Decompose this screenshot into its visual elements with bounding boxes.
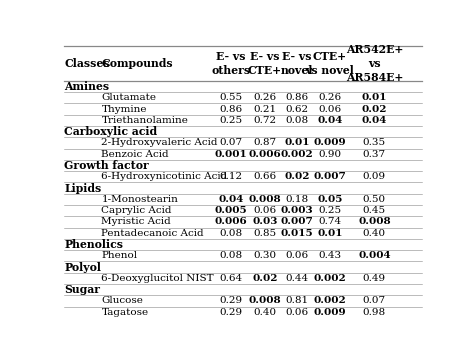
Text: 0.26: 0.26 — [254, 93, 276, 102]
Text: 0.06: 0.06 — [319, 105, 342, 113]
Text: 0.86: 0.86 — [285, 93, 309, 102]
Text: 0.29: 0.29 — [219, 308, 243, 317]
Text: 0.001: 0.001 — [215, 150, 247, 159]
Text: Compounds: Compounds — [101, 58, 173, 69]
Text: Classes: Classes — [64, 58, 109, 69]
Text: E- vs
CTE+: E- vs CTE+ — [248, 51, 282, 76]
Text: Carboxylic acid: Carboxylic acid — [64, 126, 157, 137]
Text: 0.06: 0.06 — [285, 308, 309, 317]
Text: 6-Hydroxynicotinic Acid: 6-Hydroxynicotinic Acid — [101, 172, 228, 181]
Text: 0.06: 0.06 — [254, 206, 276, 215]
Text: 0.86: 0.86 — [219, 105, 243, 113]
Text: Benzoic Acid: Benzoic Acid — [101, 150, 169, 159]
Text: 0.50: 0.50 — [363, 195, 386, 204]
Text: 0.30: 0.30 — [254, 251, 276, 260]
Text: 0.49: 0.49 — [363, 274, 386, 283]
Text: Pentadecanoic Acid: Pentadecanoic Acid — [101, 229, 204, 238]
Text: Myristic Acid: Myristic Acid — [101, 217, 171, 227]
Text: Glucose: Glucose — [101, 296, 143, 305]
Text: Thymine: Thymine — [101, 105, 147, 113]
Text: 0.12: 0.12 — [219, 172, 243, 181]
Text: 0.44: 0.44 — [285, 274, 309, 283]
Text: 0.07: 0.07 — [363, 296, 386, 305]
Text: Polyol: Polyol — [64, 262, 101, 273]
Text: 0.03: 0.03 — [252, 217, 278, 227]
Text: 0.26: 0.26 — [319, 93, 342, 102]
Text: Glutamate: Glutamate — [101, 93, 156, 102]
Text: 0.64: 0.64 — [219, 274, 243, 283]
Text: 0.006: 0.006 — [248, 150, 282, 159]
Text: 0.98: 0.98 — [363, 308, 386, 317]
Text: 0.07: 0.07 — [219, 139, 243, 147]
Text: 0.008: 0.008 — [358, 217, 391, 227]
Text: 0.04: 0.04 — [219, 195, 244, 204]
Text: Sugar: Sugar — [64, 284, 100, 295]
Text: E- vs
others: E- vs others — [211, 51, 251, 76]
Text: 0.55: 0.55 — [219, 93, 243, 102]
Text: 0.09: 0.09 — [363, 172, 386, 181]
Text: 0.18: 0.18 — [285, 195, 309, 204]
Text: 0.08: 0.08 — [219, 229, 243, 238]
Text: Amines: Amines — [64, 81, 109, 92]
Text: 0.008: 0.008 — [249, 195, 281, 204]
Text: 1-Monostearin: 1-Monostearin — [101, 195, 178, 204]
Text: 0.015: 0.015 — [281, 229, 313, 238]
Text: 0.002: 0.002 — [281, 150, 313, 159]
Text: 0.004: 0.004 — [358, 251, 391, 260]
Text: 0.06: 0.06 — [285, 251, 309, 260]
Text: 0.90: 0.90 — [319, 150, 342, 159]
Text: Phenolics: Phenolics — [64, 239, 123, 250]
Text: 0.01: 0.01 — [362, 93, 387, 102]
Text: 2-Hydroxyvaleric Acid: 2-Hydroxyvaleric Acid — [101, 139, 218, 147]
Text: 0.66: 0.66 — [254, 172, 276, 181]
Text: 0.45: 0.45 — [363, 206, 386, 215]
Text: 0.01: 0.01 — [317, 229, 343, 238]
Text: 0.05: 0.05 — [317, 195, 343, 204]
Text: 0.25: 0.25 — [319, 206, 342, 215]
Text: 0.002: 0.002 — [314, 274, 346, 283]
Text: 0.21: 0.21 — [254, 105, 276, 113]
Text: 0.74: 0.74 — [319, 217, 342, 227]
Text: 0.43: 0.43 — [319, 251, 342, 260]
Text: CTE+
vs novel: CTE+ vs novel — [306, 51, 355, 76]
Text: 0.87: 0.87 — [254, 139, 276, 147]
Text: 0.007: 0.007 — [281, 217, 313, 227]
Text: 0.72: 0.72 — [254, 116, 276, 125]
Text: 0.005: 0.005 — [215, 206, 247, 215]
Text: 0.40: 0.40 — [254, 308, 276, 317]
Text: 0.003: 0.003 — [281, 206, 313, 215]
Text: Growth factor: Growth factor — [64, 160, 149, 171]
Text: 0.007: 0.007 — [314, 172, 346, 181]
Text: Tagatose: Tagatose — [101, 308, 149, 317]
Text: 0.009: 0.009 — [314, 139, 346, 147]
Text: 0.29: 0.29 — [219, 296, 243, 305]
Text: 0.08: 0.08 — [285, 116, 309, 125]
Text: Phenol: Phenol — [101, 251, 137, 260]
Text: E- vs
novel: E- vs novel — [281, 51, 313, 76]
Text: 0.008: 0.008 — [249, 296, 281, 305]
Text: 0.62: 0.62 — [285, 105, 309, 113]
Text: 0.02: 0.02 — [284, 172, 310, 181]
Text: 6-Deoxyglucitol NIST: 6-Deoxyglucitol NIST — [101, 274, 214, 283]
Text: Lipids: Lipids — [64, 183, 101, 194]
Text: 0.08: 0.08 — [219, 251, 243, 260]
Text: 0.02: 0.02 — [362, 105, 387, 113]
Text: 0.35: 0.35 — [363, 139, 386, 147]
Text: 0.009: 0.009 — [314, 308, 346, 317]
Text: 0.25: 0.25 — [219, 116, 243, 125]
Text: 0.02: 0.02 — [252, 274, 278, 283]
Text: 0.006: 0.006 — [215, 217, 247, 227]
Text: 0.04: 0.04 — [317, 116, 343, 125]
Text: 0.37: 0.37 — [363, 150, 386, 159]
Text: Triethanolamine: Triethanolamine — [101, 116, 188, 125]
Text: AR542E+
vs
AR584E+: AR542E+ vs AR584E+ — [346, 44, 403, 83]
Text: 0.002: 0.002 — [314, 296, 346, 305]
Text: Caprylic Acid: Caprylic Acid — [101, 206, 172, 215]
Text: 0.04: 0.04 — [362, 116, 387, 125]
Text: 0.81: 0.81 — [285, 296, 309, 305]
Text: 0.40: 0.40 — [363, 229, 386, 238]
Text: 0.85: 0.85 — [254, 229, 276, 238]
Text: 0.01: 0.01 — [284, 139, 310, 147]
